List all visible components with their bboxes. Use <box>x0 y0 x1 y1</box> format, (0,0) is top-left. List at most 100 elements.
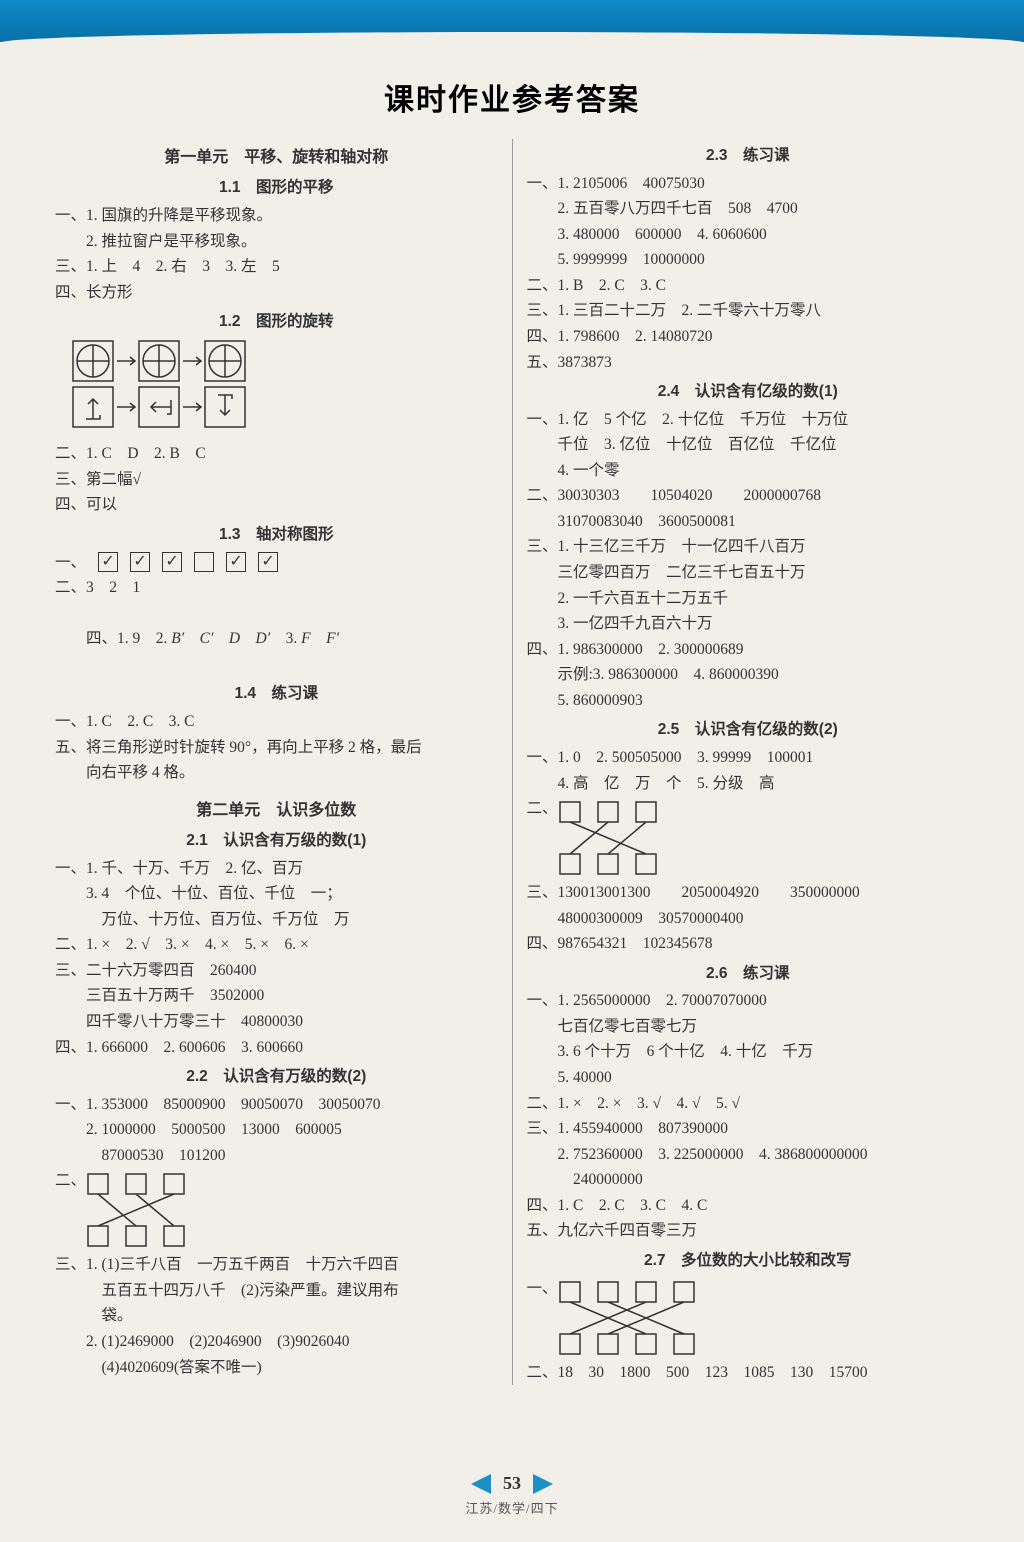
checkbox: ✓ <box>98 552 118 572</box>
row-prefix: 二、 <box>527 796 558 822</box>
unit1-title: 第一单元 平移、旋转和轴对称 <box>55 145 498 171</box>
text-line: 一、1. 亿 5 个亿 2. 十亿位 千万位 十万位 <box>527 407 970 433</box>
text-line: 四、长方形 <box>55 280 498 306</box>
text-span-italic: B′ C′ D D′ <box>171 630 270 647</box>
text-line: 四千零八十万零三十 40800030 <box>55 1009 498 1035</box>
sec-2-6-title: 2.6 练习课 <box>527 961 970 987</box>
text-line: 七百亿零七百零七万 <box>527 1014 970 1040</box>
series-label: 江苏/数学/四下 <box>0 1498 1024 1517</box>
text-line: 二、18 30 1800 500 123 1085 130 15700 <box>527 1360 970 1386</box>
text-line: 2. 推拉窗户是平移现象。 <box>55 229 498 255</box>
text-line: 31070083040 3600500081 <box>527 509 970 535</box>
text-line: 三亿零四百万 二亿三千七百五十万 <box>527 560 970 586</box>
text-line: 5. 9999999 10000000 <box>527 247 970 273</box>
text-line: 三、二十六万零四百 260400 <box>55 958 498 984</box>
matching-diagram <box>558 800 688 876</box>
checkbox: ✓ <box>258 552 278 572</box>
text-line: 三、1. 三百二十二万 2. 二千零六十万零八 <box>527 298 970 324</box>
document-page: 课时作业参考答案 第一单元 平移、旋转和轴对称 1.1 图形的平移 一、1. 国… <box>0 0 1024 1542</box>
page-number-badge: 53 <box>473 1471 551 1496</box>
sec-1-2-title: 1.2 图形的旋转 <box>55 309 498 335</box>
text-line: 三、1. 十三亿三千万 十一亿四千八百万 <box>527 534 970 560</box>
text-line: 三、1. (1)三千八百 一万五千两百 十万六千四百 <box>55 1252 498 1278</box>
text-line: 三、130013001300 2050004920 350000000 <box>527 880 970 906</box>
text-line: 四、可以 <box>55 492 498 518</box>
checkbox-row: 一、 ✓ ✓ ✓ ✓ ✓ <box>55 550 498 576</box>
text-line: 3. 一亿四千九百六十万 <box>527 611 970 637</box>
text-line: 三、1. 上 4 2. 右 3 3. 左 5 <box>55 254 498 280</box>
text-line: 二、3 2 1 <box>55 575 498 601</box>
sec-2-1-title: 2.1 认识含有万级的数(1) <box>55 828 498 854</box>
text-line: 二、1. C D 2. B C <box>55 441 498 467</box>
text-line: 3. 4 个位、十位、百位、千位 一； <box>55 881 498 907</box>
text-line: 一、1. 2105006 40075030 <box>527 171 970 197</box>
text-line: 2. 五百零八万四千七百 508 4700 <box>527 196 970 222</box>
sec-2-2-title: 2.2 认识含有万级的数(2) <box>55 1064 498 1090</box>
text-line: 四、1. C 2. C 3. C 4. C <box>527 1193 970 1219</box>
checkbox: ✓ <box>130 552 150 572</box>
text-line: 87000530 101200 <box>55 1143 498 1169</box>
text-line: 4. 一个零 <box>527 458 970 484</box>
matching-diagram <box>558 1280 718 1356</box>
row-prefix: 一、 <box>527 1276 558 1302</box>
column-right: 2.3 练习课 一、1. 2105006 40075030 2. 五百零八万四千… <box>513 139 970 1385</box>
header-wave <box>0 32 1024 50</box>
sec-2-4-title: 2.4 认识含有亿级的数(1) <box>527 379 970 405</box>
text-span: 3. <box>270 630 301 647</box>
text-line: 5. 860000903 <box>527 688 970 714</box>
text-line: 五百五十四万八千 (2)污染严重。建议用布 <box>55 1278 498 1304</box>
text-line: 三、第二幅√ <box>55 467 498 493</box>
text-line: 4. 高 亿 万 个 5. 分级 高 <box>527 771 970 797</box>
page-footer: 53 江苏/数学/四下 <box>0 1471 1024 1517</box>
text-line: 240000000 <box>527 1167 970 1193</box>
text-line: 三、1. 455940000 807390000 <box>527 1116 970 1142</box>
text-line: 五、将三角形逆时针旋转 90°，再向上平移 2 格，最后 <box>55 735 498 761</box>
text-line: 2. 752360000 3. 225000000 4. 38680000000… <box>527 1142 970 1168</box>
text-line: 一、1. 0 2. 500505000 3. 99999 100001 <box>527 745 970 771</box>
text-line: 5. 40000 <box>527 1065 970 1091</box>
text-line: 四、1. 666000 2. 600606 3. 600660 <box>55 1035 498 1061</box>
text-line: 三百五十万两千 3502000 <box>55 983 498 1009</box>
text-line: 2. 一千六百五十二万五千 <box>527 586 970 612</box>
sec-2-7-title: 2.7 多位数的大小比较和改写 <box>527 1248 970 1274</box>
text-line: 四、1. 9 2. B′ C′ D D′ 3. F F′ <box>55 601 498 678</box>
sec-2-5-title: 2.5 认识含有亿级的数(2) <box>527 717 970 743</box>
text-line: 一、1. 2565000000 2. 70007070000 <box>527 988 970 1014</box>
text-line: 48000300009 30570000400 <box>527 906 970 932</box>
text-line: 2. 1000000 5000500 13000 600005 <box>55 1117 498 1143</box>
text-line: 袋。 <box>55 1303 498 1329</box>
text-line: 二、1. B 2. C 3. C <box>527 273 970 299</box>
matching-diagram <box>86 1172 216 1248</box>
text-line: (4)4020609(答案不唯一) <box>55 1355 498 1381</box>
text-line: 二、1. × 2. × 3. √ 4. √ 5. √ <box>527 1091 970 1117</box>
checkbox: ✓ <box>162 552 182 572</box>
text-line: 四、1. 986300000 2. 300000689 <box>527 637 970 663</box>
sec-1-1-title: 1.1 图形的平移 <box>55 175 498 201</box>
text-line: 二、1. × 2. √ 3. × 4. × 5. × 6. × <box>55 932 498 958</box>
text-line: 四、987654321 102345678 <box>527 931 970 957</box>
text-line: 五、九亿六千四百零三万 <box>527 1218 970 1244</box>
text-line: 万位、十万位、百万位、千万位 万 <box>55 907 498 933</box>
text-line: 五、3873873 <box>527 350 970 376</box>
text-line: 向右平移 4 格。 <box>55 760 498 786</box>
text-line: 四、1. 798600 2. 14080720 <box>527 324 970 350</box>
row-prefix: 二、 <box>55 1168 86 1194</box>
text-span: 四、1. 9 2. <box>86 630 171 647</box>
text-line: 示例:3. 986300000 4. 860000390 <box>527 662 970 688</box>
content-columns: 第一单元 平移、旋转和轴对称 1.1 图形的平移 一、1. 国旗的升降是平移现象… <box>0 139 1024 1385</box>
page-title: 课时作业参考答案 <box>0 75 1024 119</box>
sec-1-4-title: 1.4 练习课 <box>55 681 498 707</box>
rotation-diagram <box>71 339 498 438</box>
unit2-title: 第二单元 认识多位数 <box>55 798 498 824</box>
sec-2-3-title: 2.3 练习课 <box>527 143 970 169</box>
checkbox: ✓ <box>226 552 246 572</box>
text-line: 一、1. 353000 85000900 90050070 30050070 <box>55 1092 498 1118</box>
text-line: 二、30030303 10504020 2000000768 <box>527 483 970 509</box>
sec-1-3-title: 1.3 轴对称图形 <box>55 522 498 548</box>
text-line: 3. 6 个十万 6 个十亿 4. 十亿 千万 <box>527 1039 970 1065</box>
text-line: 一、1. 千、十万、千万 2. 亿、百万 <box>55 856 498 882</box>
text-line: 千位 3. 亿位 十亿位 百亿位 千亿位 <box>527 432 970 458</box>
text-line: 一、1. C 2. C 3. C <box>55 709 498 735</box>
checkbox <box>194 552 214 572</box>
text-line: 2. (1)2469000 (2)2046900 (3)9026040 <box>55 1329 498 1355</box>
